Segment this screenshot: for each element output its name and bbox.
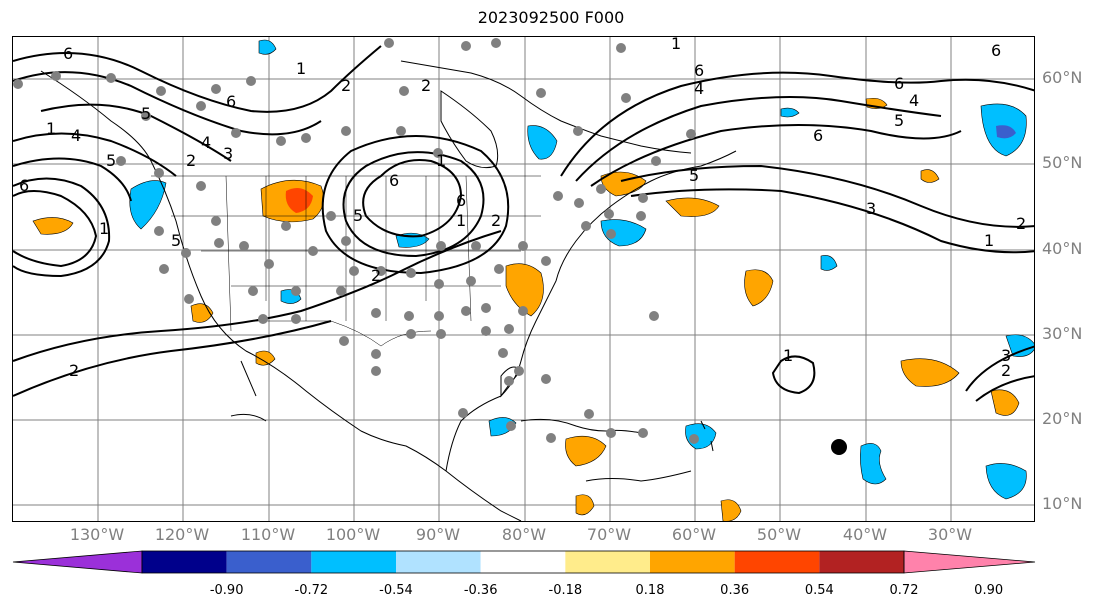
- lon-label-100w: 100°W: [325, 525, 381, 544]
- colorbar-bin: [650, 551, 735, 573]
- contour-label: 1: [46, 119, 56, 138]
- contour-label: 2: [371, 266, 381, 285]
- lon-label-30w: 30°W: [927, 525, 973, 544]
- contour-label: 1: [296, 59, 306, 78]
- contour-label: 2: [491, 211, 501, 230]
- colorbar-tick-label: -0.54: [379, 583, 413, 598]
- station-markers: [13, 38, 699, 444]
- lon-label-110w: 110°W: [240, 525, 296, 544]
- contour-label: 1: [984, 231, 994, 250]
- colorbar-tick-label: 0.54: [804, 583, 834, 598]
- contour-label: 4: [694, 79, 704, 98]
- colorbar-extend-max: [903, 550, 1036, 574]
- contour-label: 5: [171, 231, 181, 250]
- lat-label-10n: 10°N: [1042, 494, 1083, 513]
- contour-label: 2: [1016, 214, 1026, 233]
- colorbar-bin: [226, 551, 312, 573]
- contours: [13, 45, 1034, 402]
- contour-label: 5: [894, 111, 904, 130]
- contour-label: 5: [689, 166, 699, 185]
- colorbar-tick-label: 0.72: [889, 583, 919, 598]
- political-borders: [151, 175, 541, 347]
- contour-label: 2: [186, 151, 196, 170]
- map-title: 2023092500 F000: [477, 8, 625, 27]
- lat-label-40n: 40°N: [1042, 239, 1083, 258]
- colorbar: [12, 550, 1036, 574]
- coastlines: [40, 60, 737, 521]
- colorbar-bin: [142, 551, 227, 573]
- contour-label: 3: [1001, 346, 1011, 365]
- lon-label-90w: 90°W: [415, 525, 461, 544]
- lon-label-50w: 50°W: [756, 525, 802, 544]
- contour-label: 1: [436, 151, 446, 170]
- contour-label: 2: [341, 76, 351, 95]
- lat-label-50n: 50°N: [1042, 153, 1083, 172]
- lat-label-20n: 20°N: [1042, 409, 1083, 428]
- contour-label: 4: [909, 91, 919, 110]
- colorbar-bin: [565, 551, 650, 573]
- contour-label: 6: [894, 74, 904, 93]
- storm-center-marker: [831, 439, 847, 455]
- contour-label: 2: [1001, 361, 1011, 380]
- colorbar-tick-label: -0.36: [463, 583, 498, 598]
- colorbar-tick-label: -0.72: [294, 583, 329, 598]
- colorbar-bin: [734, 551, 820, 573]
- contour-label: 6: [694, 61, 704, 80]
- colorbar-bin: [480, 551, 566, 573]
- colorbar-tick-label: 0.90: [974, 583, 1004, 598]
- colorbar-tick-label: 0.18: [635, 583, 665, 598]
- contour-label: 5: [141, 104, 151, 123]
- colorbar-tick-label: 0.36: [720, 583, 750, 598]
- lon-label-70w: 70°W: [586, 525, 632, 544]
- contour-label: 1: [783, 346, 793, 365]
- contour-label: 6: [456, 191, 466, 210]
- contour-label: 6: [389, 171, 399, 190]
- contour-label: 1: [99, 219, 109, 238]
- lat-label-60n: 60°N: [1042, 68, 1083, 87]
- contour-label: 6: [991, 41, 1001, 60]
- contour-label: 6: [19, 176, 29, 195]
- lon-label-40w: 40°W: [842, 525, 888, 544]
- contour-label: 4: [71, 126, 81, 145]
- contour-label: 6: [226, 92, 236, 111]
- colorbar-tick-label: -0.18: [548, 583, 583, 598]
- colorbar-bin: [819, 551, 904, 573]
- contour-label: 1: [456, 211, 466, 230]
- contour-label: 3: [223, 144, 233, 163]
- colorbar-tick-label: -0.90: [209, 583, 244, 598]
- contour-label: 6: [813, 126, 823, 145]
- contour-label: 4: [201, 133, 211, 152]
- contour-label: 2: [69, 361, 79, 380]
- contour-label: 1: [671, 37, 681, 53]
- contour-label: 5: [106, 151, 116, 170]
- colorbar-extend-min: [12, 550, 143, 574]
- lon-label-120w: 120°W: [154, 525, 210, 544]
- colorbar-bin: [396, 551, 481, 573]
- colorbar-outline: [141, 550, 905, 574]
- map-canvas: 6 1 2 6 4 5 1 6 5 4 3 2 6 1 6 5 1 2 6 3 …: [13, 37, 1034, 521]
- colorbar-bin: [311, 551, 396, 573]
- contour-label: 3: [866, 199, 876, 218]
- contour-label: 2: [421, 76, 431, 95]
- lon-label-60w: 60°W: [671, 525, 717, 544]
- map-panel: 6 1 2 6 4 5 1 6 5 4 3 2 6 1 6 5 1 2 6 3 …: [12, 36, 1035, 522]
- lat-label-30n: 30°N: [1042, 324, 1083, 343]
- lon-label-80w: 80°W: [501, 525, 547, 544]
- contour-label: 5: [353, 206, 363, 225]
- lon-label-130w: 130°W: [69, 525, 125, 544]
- contour-label: 6: [63, 44, 73, 63]
- contour-labels: 6 1 2 6 4 5 1 6 5 4 3 2 6 1 6 5 1 2 6 3 …: [19, 37, 1026, 380]
